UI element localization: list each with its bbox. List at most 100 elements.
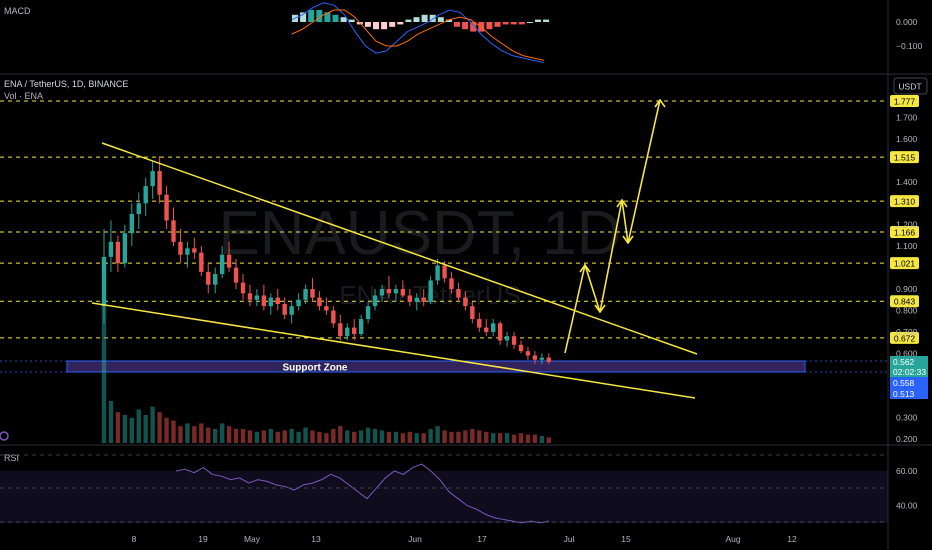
candle-body[interactable] bbox=[178, 241, 183, 255]
candle-body[interactable] bbox=[365, 306, 371, 320]
candle-body[interactable] bbox=[233, 267, 239, 283]
candle-body[interactable] bbox=[268, 297, 273, 307]
price-axis-tick: 1.100 bbox=[896, 241, 918, 251]
candle-body[interactable] bbox=[379, 289, 385, 296]
candle-body[interactable] bbox=[442, 265, 447, 279]
candle-body[interactable] bbox=[226, 254, 232, 268]
volume-bar bbox=[400, 433, 406, 443]
currency-button-label: USDT bbox=[898, 82, 921, 92]
volume-bar bbox=[435, 426, 440, 443]
zone-top-tag bbox=[890, 377, 928, 388]
volume-bar bbox=[143, 415, 148, 443]
candle-body[interactable] bbox=[477, 319, 482, 328]
candle-body[interactable] bbox=[358, 319, 364, 335]
candle-body[interactable] bbox=[164, 194, 169, 221]
candle-body[interactable] bbox=[206, 271, 211, 285]
candle-body[interactable] bbox=[511, 336, 517, 345]
chart-logo-icon bbox=[0, 431, 9, 441]
candle-body[interactable] bbox=[532, 355, 538, 360]
candle-body[interactable] bbox=[331, 310, 336, 324]
candle-body[interactable] bbox=[101, 256, 107, 307]
candle-body[interactable] bbox=[171, 220, 176, 242]
candle-body[interactable] bbox=[338, 323, 343, 337]
candle-body[interactable] bbox=[435, 265, 440, 281]
candle-body[interactable] bbox=[282, 304, 287, 315]
candle-body[interactable] bbox=[546, 357, 551, 362]
candle-body[interactable] bbox=[372, 295, 378, 307]
projection-arrowhead bbox=[594, 304, 606, 314]
candle-body[interactable] bbox=[108, 241, 114, 257]
candle-body[interactable] bbox=[539, 357, 545, 360]
volume-bar bbox=[240, 429, 246, 443]
candle-body[interactable] bbox=[240, 282, 246, 294]
time-axis-tick: 17 bbox=[477, 534, 487, 544]
candle-body[interactable] bbox=[421, 297, 426, 302]
candle-body[interactable] bbox=[484, 327, 489, 332]
candle-body[interactable] bbox=[150, 171, 155, 187]
candle-body[interactable] bbox=[470, 306, 475, 320]
candle-body[interactable] bbox=[185, 248, 190, 255]
level-price-label: 1.166 bbox=[894, 227, 916, 237]
candle-body[interactable] bbox=[247, 293, 253, 300]
macd-histogram-bar bbox=[421, 14, 428, 22]
candle-body[interactable] bbox=[296, 299, 301, 307]
volume-bar bbox=[358, 430, 364, 443]
candle-body[interactable] bbox=[525, 351, 531, 356]
rsi-axis-tick: 60.00 bbox=[896, 466, 918, 476]
candle-body[interactable] bbox=[213, 274, 218, 285]
lower-trendline[interactable] bbox=[91, 302, 696, 399]
candle-body[interactable] bbox=[456, 289, 461, 298]
candle-body[interactable] bbox=[317, 297, 322, 307]
candle-body[interactable] bbox=[324, 306, 329, 311]
candle-body[interactable] bbox=[414, 297, 419, 302]
symbol-title[interactable]: ENA / TetherUS, 1D, BINANCE bbox=[4, 79, 128, 89]
candle-body[interactable] bbox=[136, 203, 141, 214]
candle-body[interactable] bbox=[386, 289, 392, 294]
candle-body[interactable] bbox=[400, 289, 406, 296]
candle-body[interactable] bbox=[345, 327, 350, 337]
watermark-text: ENAUSDT, 1D bbox=[218, 199, 621, 268]
upper-trendline[interactable] bbox=[101, 142, 698, 355]
candle-body[interactable] bbox=[254, 295, 260, 300]
candle-body[interactable] bbox=[192, 248, 197, 253]
volume-bar bbox=[199, 423, 204, 443]
level-price-tag bbox=[890, 195, 919, 208]
macd-histogram-bar bbox=[486, 22, 493, 30]
rsi-pane-label: RSI bbox=[4, 453, 19, 463]
candle-body[interactable] bbox=[310, 289, 315, 298]
macd-histogram-bar bbox=[340, 17, 347, 22]
candle-body[interactable] bbox=[303, 289, 308, 300]
volume-bar bbox=[497, 433, 503, 443]
candle-body[interactable] bbox=[504, 336, 510, 341]
candle-body[interactable] bbox=[199, 252, 204, 272]
candle-body[interactable] bbox=[143, 186, 148, 204]
rsi-line bbox=[175, 463, 550, 524]
candle-body[interactable] bbox=[352, 327, 357, 335]
candle-body[interactable] bbox=[407, 295, 412, 302]
candle-body[interactable] bbox=[491, 323, 496, 332]
support-zone-label: Support Zone bbox=[283, 363, 348, 374]
volume-bar bbox=[518, 433, 524, 443]
zone-bottom-tag-label: 0.513 bbox=[893, 389, 915, 399]
candle-body[interactable] bbox=[497, 323, 503, 341]
currency-button[interactable] bbox=[893, 77, 928, 95]
candle-body[interactable] bbox=[122, 233, 128, 264]
candle-body[interactable] bbox=[129, 213, 134, 234]
candle-body[interactable] bbox=[449, 278, 454, 290]
macd-histogram-bar bbox=[494, 22, 501, 27]
signal-line bbox=[291, 9, 545, 61]
candle-body[interactable] bbox=[463, 297, 468, 307]
projection-arrowhead bbox=[622, 235, 634, 245]
volume-bar bbox=[352, 431, 357, 443]
candle-body[interactable] bbox=[115, 241, 121, 264]
candle-body[interactable] bbox=[428, 280, 433, 302]
candle-body[interactable] bbox=[261, 295, 267, 307]
candle-body[interactable] bbox=[393, 289, 399, 294]
candle-body[interactable] bbox=[275, 297, 280, 305]
candle-body[interactable] bbox=[518, 344, 524, 352]
candle-body[interactable] bbox=[219, 254, 225, 275]
candle-body[interactable] bbox=[289, 306, 294, 315]
volume-bar bbox=[219, 423, 225, 443]
candle-body[interactable] bbox=[157, 171, 162, 195]
